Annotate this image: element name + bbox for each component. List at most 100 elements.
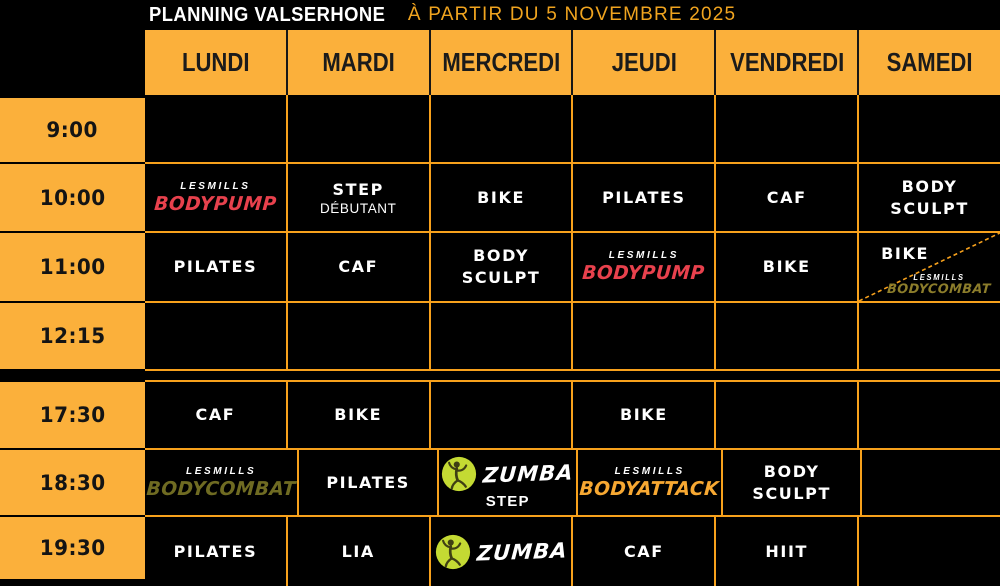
zumba-logo-text: ZUMBA	[482, 459, 575, 488]
program-name-bodyattack: BODYATTACK	[579, 477, 721, 500]
class-name: CAF	[766, 187, 807, 207]
zumba-logo-text: ZUMBA	[475, 537, 569, 566]
zumba-dancer-icon	[441, 456, 477, 492]
class-sub-label: STEP	[485, 492, 530, 510]
class-cell-pilates: PILATES	[145, 233, 286, 301]
empty-cell	[428, 303, 572, 369]
schedule-gap-line	[145, 369, 1000, 382]
empty-cell	[145, 95, 286, 162]
title-bar: PLANNING VALSERHONE À PARTIR DU 5 NOVEMB…	[0, 0, 1000, 30]
class-cell-pilates: PILATES	[297, 450, 437, 515]
schedule-row-1930: PILATES LIA ZUMBA CAF HIIT	[145, 517, 1000, 586]
empty-cell	[860, 450, 1000, 515]
class-cell-lia: LIA	[285, 517, 429, 586]
time-slot-1730: 17:30	[0, 382, 145, 450]
class-cell-bike: BIKE	[714, 233, 858, 301]
class-sub-label: DÉBUTANT	[319, 201, 397, 217]
day-label: JEUDI	[611, 47, 677, 77]
schedule-row-1000: LESMILLS BODYPUMP STEP DÉBUTANT BIKE PILATES C…	[145, 164, 1000, 233]
day-header-mardi: MARDI	[285, 30, 429, 95]
lesmills-logo-block: LESMILLS BODYATTACK	[578, 465, 721, 500]
empty-cell	[428, 382, 572, 448]
empty-cell	[285, 95, 429, 162]
class-name: CAF	[195, 405, 236, 425]
class-cell-bike: BIKE	[428, 164, 572, 231]
empty-cell	[571, 95, 715, 162]
class-cell-bodysculpt: BODY SCULPT	[428, 233, 572, 301]
program-name-bodypump: BODYPUMP	[153, 192, 278, 215]
schedule-row-1100: PILATES CAF BODY SCULPT LESMILLS BODYPUMP BIKE…	[145, 233, 1000, 303]
time-slot-1930: 19:30	[0, 517, 145, 586]
program-name-bodycombat: BODYCOMBAT	[886, 282, 992, 297]
empty-cell	[285, 303, 429, 369]
class-cell-pilates: PILATES	[571, 164, 715, 231]
lesmills-class-cell-bodycombat: LESMILLS BODYCOMBAT	[145, 450, 298, 515]
zumba-dancer-icon	[435, 534, 471, 570]
class-name: BODY SCULPT	[461, 246, 541, 287]
empty-cell	[857, 517, 1000, 586]
class-name: CAF	[338, 257, 379, 277]
lesmills-brand-text: LESMILLS	[608, 249, 680, 262]
empty-cell	[428, 95, 572, 162]
schedule-row-1730: CAF BIKE BIKE	[145, 382, 1000, 450]
day-header-lundi: LUNDI	[145, 30, 286, 95]
empty-cell	[857, 95, 1000, 162]
class-cell-caf: CAF	[145, 382, 286, 448]
lesmills-class-cell-bodypump: LESMILLS BODYPUMP	[571, 233, 715, 301]
time-label: 18:30	[39, 470, 106, 495]
zumba-class-cell: ZUMBA STEP	[436, 450, 577, 515]
class-cell-step: STEP DÉBUTANT	[285, 164, 429, 231]
empty-cell	[145, 303, 286, 369]
schedule-row-1215	[145, 303, 1000, 369]
class-name: BODY SCULPT	[752, 461, 832, 503]
program-name-bodycombat: BODYCOMBAT	[145, 477, 297, 500]
day-header-vendredi: VENDREDI	[714, 30, 857, 95]
time-label: 10:00	[39, 185, 106, 210]
time-label: 11:00	[39, 255, 106, 279]
class-cell-bike: BIKE	[571, 382, 715, 448]
time-label: 19:30	[39, 536, 106, 560]
day-header-mercredi: MERCREDI	[428, 30, 572, 95]
day-header-row: LUNDI MARDI MERCREDI JEUDI VENDREDI SAMEDI	[145, 30, 1000, 95]
empty-cell	[714, 303, 858, 369]
class-name: PILATES	[173, 257, 258, 277]
day-header-samedi: SAMEDI	[857, 30, 1000, 95]
lesmills-logo-block: LESMILLS BODYPUMP	[581, 249, 706, 284]
day-label: LUNDI	[181, 47, 250, 77]
empty-cell	[857, 382, 1000, 448]
time-label: 17:30	[39, 403, 106, 427]
schedule-row-1830: LESMILLS BODYCOMBAT PILATES ZUMBA STEP LESMIL…	[145, 450, 1000, 517]
class-cell-pilates: PILATES	[145, 517, 286, 586]
page-subtitle: À PARTIR DU 5 NOVEMBRE 2025	[407, 4, 737, 25]
program-name-bodypump: BODYPUMP	[581, 262, 706, 284]
time-slot-1100: 11:00	[0, 233, 145, 303]
day-label: MERCREDI	[442, 47, 561, 77]
time-column: 9:00 10:00 11:00 12:15 17:30 18:30 19:30	[0, 95, 145, 586]
day-header-jeudi: JEUDI	[571, 30, 714, 95]
schedule-gap	[0, 369, 145, 382]
class-name: BIKE	[477, 187, 526, 207]
class-name: BIKE	[881, 244, 930, 263]
class-cell-caf: CAF	[285, 233, 429, 301]
lesmills-brand-text: LESMILLS	[614, 465, 685, 477]
time-label: 12:15	[39, 324, 106, 348]
empty-cell	[571, 303, 715, 369]
zumba-logo: ZUMBA	[435, 534, 569, 570]
lesmills-class-cell-bodyattack: LESMILLS BODYATTACK	[576, 450, 721, 515]
lesmills-brand-text: LESMILLS	[913, 272, 965, 282]
class-name: BIKE	[334, 405, 383, 425]
class-cell-bike: BIKE	[285, 382, 429, 448]
class-name: PILATES	[602, 187, 686, 207]
zumba-class-cell: ZUMBA	[428, 517, 572, 586]
time-label: 9:00	[46, 118, 99, 142]
lesmills-brand-text: LESMILLS	[180, 180, 251, 192]
day-label: MARDI	[322, 47, 395, 77]
lesmills-class-cell-bodypump: LESMILLS BODYPUMP	[145, 164, 286, 231]
time-slot-1000: 10:00	[0, 164, 145, 233]
zumba-logo: ZUMBA	[441, 456, 575, 492]
empty-cell	[714, 95, 858, 162]
class-name: LIA	[341, 541, 375, 561]
class-cell-caf: CAF	[714, 164, 858, 231]
time-slot-900: 9:00	[0, 95, 145, 164]
class-name: HIIT	[765, 541, 809, 561]
